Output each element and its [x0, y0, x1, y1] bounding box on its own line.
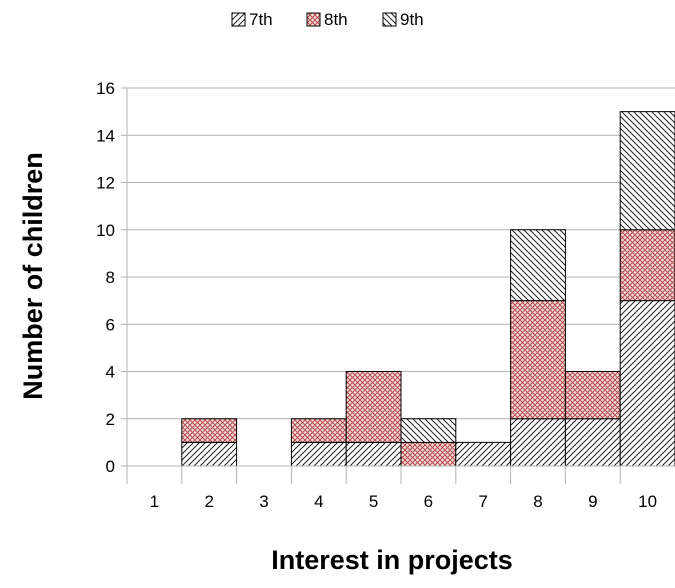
bar-segment-7th-cat-7 — [455, 441, 512, 467]
x-tick-label: 5 — [369, 492, 378, 511]
x-tick-label: 1 — [150, 492, 159, 511]
y-tick-label: 10 — [96, 221, 115, 240]
bar-segment-7th-cat-8 — [510, 418, 566, 467]
legend-label-9th: 9th — [400, 10, 424, 29]
legend-label-7th: 7th — [249, 10, 273, 29]
x-tick-label: 4 — [314, 492, 323, 511]
x-tick-label: 10 — [638, 492, 657, 511]
bar-segment-9th-cat-8 — [510, 229, 566, 302]
x-tick-label: 6 — [424, 492, 433, 511]
x-axis-title: Interest in projects — [271, 545, 513, 575]
bar-segment-9th-cat-10 — [619, 111, 675, 231]
bars — [181, 111, 675, 467]
bar-segment-7th-cat-4 — [290, 441, 347, 467]
bar-segment-8th-cat-9 — [564, 371, 621, 420]
x-tick-labels: 1 2 3 4 5 6 7 8 9 10 — [150, 492, 657, 511]
y-tick-label: 12 — [96, 174, 115, 193]
x-tick-label: 7 — [478, 492, 487, 511]
bar-segment-7th-cat-10 — [619, 300, 675, 467]
y-tick-label: 14 — [96, 126, 115, 145]
legend-swatch-9th — [382, 12, 397, 27]
x-tick-label: 8 — [533, 492, 542, 511]
bar-segment-7th-cat-5 — [345, 441, 402, 467]
x-tick-label: 9 — [588, 492, 597, 511]
y-tick-label: 8 — [106, 268, 115, 287]
bar-segment-7th-cat-9 — [564, 418, 621, 467]
bar-segment-8th-cat-2 — [181, 418, 238, 443]
bar-segment-9th-cat-6 — [400, 418, 457, 443]
legend: 7th 8th 9th — [231, 10, 424, 29]
legend-swatch-8th — [306, 12, 321, 27]
y-tick-label: 16 — [96, 79, 115, 98]
y-tick-labels: 0 2 4 6 8 10 12 14 16 — [96, 79, 127, 476]
y-tick-label: 6 — [106, 315, 115, 334]
y-tick-label: 2 — [106, 410, 115, 429]
bar-segment-8th-cat-8 — [510, 300, 566, 420]
bar-segment-8th-cat-4 — [290, 418, 347, 443]
axes — [126, 88, 675, 484]
bar-segment-8th-cat-10 — [619, 229, 675, 302]
legend-swatch-7th — [231, 12, 246, 27]
bar-segment-7th-cat-2 — [181, 441, 238, 467]
y-tick-label: 0 — [106, 457, 115, 476]
x-tick-label: 3 — [259, 492, 268, 511]
bar-segment-8th-cat-6 — [400, 441, 457, 467]
legend-label-8th: 8th — [324, 10, 348, 29]
y-axis-title: Number of children — [18, 152, 48, 400]
bar-segment-8th-cat-5 — [345, 371, 402, 443]
y-tick-label: 4 — [106, 363, 115, 382]
x-tick-label: 2 — [204, 492, 213, 511]
